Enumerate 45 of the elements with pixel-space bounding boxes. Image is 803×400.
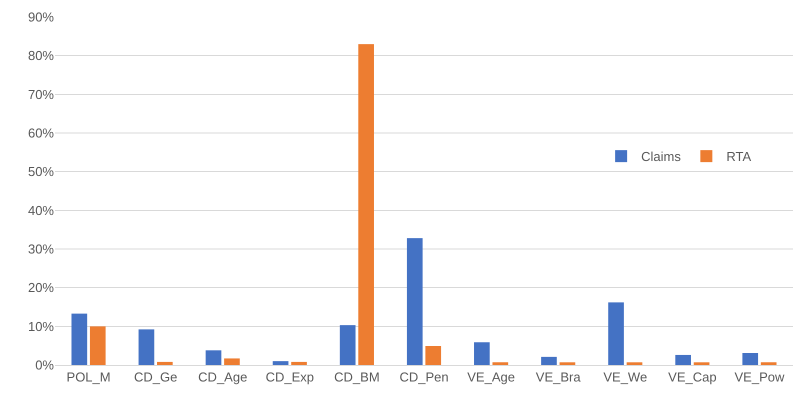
x-tick-label: CD_Pen [399, 370, 449, 385]
bar [224, 358, 240, 365]
y-tick-label: 20% [28, 280, 54, 296]
bar [742, 353, 758, 365]
bar [474, 342, 490, 365]
x-tick-label: CD_BM [334, 370, 380, 385]
bar [71, 314, 88, 365]
legend-label: Claims [641, 149, 682, 164]
x-tick-label: CD_Exp [266, 370, 314, 385]
y-tick-label: 90% [28, 10, 54, 25]
x-tick-label: VE_We [603, 370, 648, 385]
bar [90, 326, 106, 365]
y-tick-label: 60% [28, 126, 54, 141]
bar [138, 329, 154, 365]
bar [608, 302, 624, 365]
bar [272, 361, 288, 365]
y-tick-label: 30% [28, 242, 54, 257]
bar [694, 362, 710, 365]
bar [206, 350, 222, 365]
x-tick-label: VE_Pow [734, 370, 785, 385]
x-tick-label: VE_Bra [536, 370, 582, 385]
bar [560, 362, 576, 365]
x-tick-label: CD_Ge [134, 370, 178, 385]
y-tick-label: 10% [28, 318, 54, 334]
bar [358, 44, 374, 365]
x-tick-label: POL_M [66, 370, 111, 385]
x-tick-label: VE_Cap [668, 370, 717, 385]
bar [157, 362, 173, 365]
y-tick-label: 40% [28, 202, 54, 218]
x-tick-label: VE_Age [467, 370, 515, 385]
y-tick-label: 70% [28, 86, 54, 102]
bar [340, 325, 356, 365]
y-tick-label: 0% [35, 358, 54, 373]
bar [406, 238, 423, 365]
bar [541, 356, 557, 365]
y-tick-label: 50% [28, 164, 54, 180]
legend-label: RTA [726, 149, 752, 164]
bar [291, 362, 307, 365]
bar [760, 362, 777, 365]
bar [675, 354, 691, 365]
bar [626, 362, 642, 365]
x-tick-label: CD_Age [198, 370, 248, 385]
y-tick-label: 80% [28, 48, 54, 64]
bar [425, 346, 442, 365]
bar [492, 362, 508, 365]
